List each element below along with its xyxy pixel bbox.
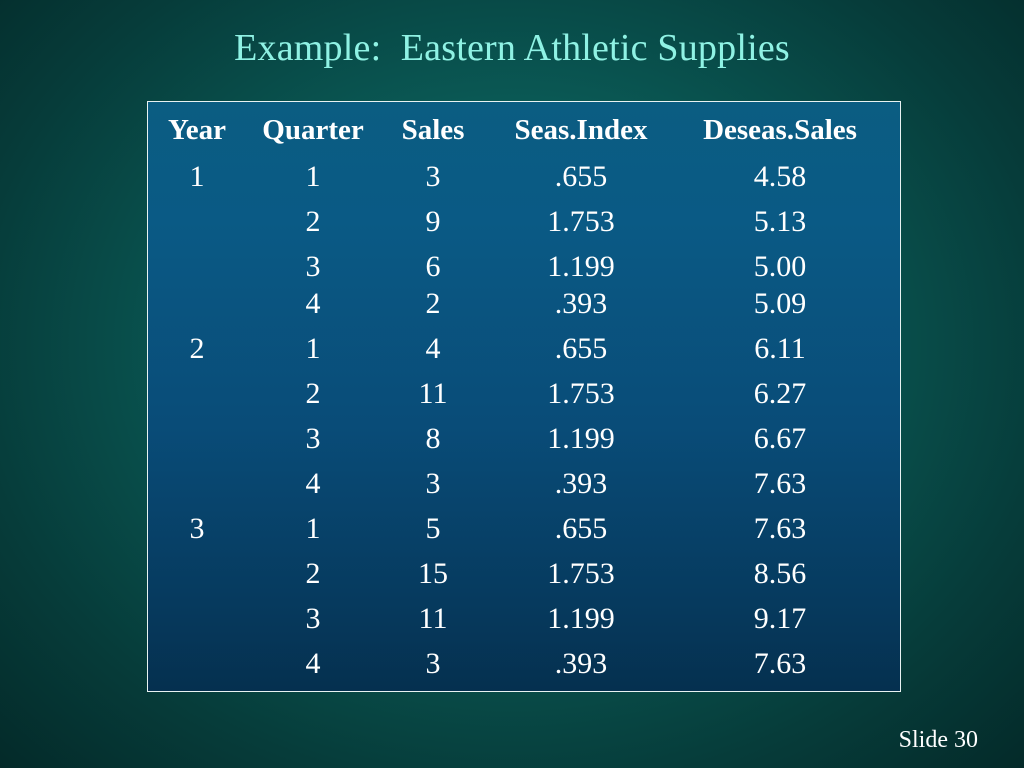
sales-cell: 11	[418, 377, 448, 410]
sales-cell: 3	[425, 467, 441, 500]
header-quarter: Quarter	[262, 114, 364, 146]
deseas-sales-cell: 7.63	[753, 512, 807, 545]
table-row: 4 3 .393 7.63	[148, 646, 900, 682]
header-year: Year	[168, 114, 226, 146]
deseas-sales-cell: 4.58	[753, 160, 807, 193]
slide-number: Slide 30	[898, 727, 978, 753]
seas-index-cell: .655	[554, 160, 608, 193]
table-row: 3 6 1.199 5.00	[148, 249, 900, 285]
seas-index-cell: 1.199	[547, 602, 615, 635]
quarter-cell: 3	[305, 250, 321, 283]
sales-cell: 3	[425, 647, 441, 680]
sales-cell: 15	[418, 557, 448, 590]
seas-index-cell: .655	[554, 332, 608, 365]
deseas-sales-cell: 9.17	[753, 602, 807, 635]
table-row: 2 9 1.753 5.13	[148, 204, 900, 240]
quarter-cell: 1	[305, 512, 321, 545]
deseas-sales-cell: 5.00	[753, 250, 807, 283]
quarter-cell: 4	[305, 647, 321, 680]
deseas-sales-cell: 5.09	[753, 287, 807, 320]
seas-index-cell: 1.199	[547, 422, 615, 455]
seas-index-cell: .393	[554, 287, 608, 320]
deseas-sales-cell: 6.27	[753, 377, 807, 410]
table-row: 2 15 1.753 8.56	[148, 556, 900, 592]
seas-index-cell: .393	[554, 647, 608, 680]
data-table: Year Quarter Sales Seas.Index Deseas.Sal…	[147, 101, 901, 692]
year-cell: 1	[189, 160, 205, 193]
sales-cell: 11	[418, 602, 448, 635]
deseas-sales-cell: 7.63	[753, 467, 807, 500]
quarter-cell: 2	[305, 377, 321, 410]
table-row: 3 8 1.199 6.67	[148, 421, 900, 457]
seas-index-cell: 1.199	[547, 250, 615, 283]
quarter-cell: 3	[305, 602, 321, 635]
deseas-sales-cell: 7.63	[753, 647, 807, 680]
table-row: 3 11 1.199 9.17	[148, 601, 900, 637]
deseas-sales-cell: 5.13	[753, 205, 807, 238]
seas-index-cell: 1.753	[547, 205, 615, 238]
table-row: 4 2 .393 5.09	[148, 286, 900, 322]
sales-cell: 6	[425, 250, 441, 283]
quarter-cell: 4	[305, 287, 321, 320]
header-sales: Sales	[401, 114, 465, 146]
deseas-sales-cell: 8.56	[753, 557, 807, 590]
table-row: 3 1 5 .655 7.63	[148, 511, 900, 547]
sales-cell: 4	[425, 332, 441, 365]
sales-cell: 3	[425, 160, 441, 193]
quarter-cell: 1	[305, 160, 321, 193]
table-row: 2 11 1.753 6.27	[148, 376, 900, 412]
table-row: 1 1 3 .655 4.58	[148, 159, 900, 195]
slide-title: Example: Eastern Athletic Supplies	[234, 27, 790, 69]
table-header-row: Year Quarter Sales Seas.Index Deseas.Sal…	[148, 112, 900, 148]
table-row: 2 1 4 .655 6.11	[148, 331, 900, 367]
seas-index-cell: 1.753	[547, 557, 615, 590]
table-row: 4 3 .393 7.63	[148, 466, 900, 502]
year-cell: 2	[189, 332, 205, 365]
year-cell: 3	[189, 512, 205, 545]
seas-index-cell: .393	[554, 467, 608, 500]
sales-cell: 5	[425, 512, 441, 545]
seas-index-cell: 1.753	[547, 377, 615, 410]
deseas-sales-cell: 6.11	[754, 332, 806, 365]
sales-cell: 9	[425, 205, 441, 238]
deseas-sales-cell: 6.67	[753, 422, 807, 455]
quarter-cell: 2	[305, 205, 321, 238]
quarter-cell: 2	[305, 557, 321, 590]
quarter-cell: 1	[305, 332, 321, 365]
sales-cell: 2	[425, 287, 441, 320]
sales-cell: 8	[425, 422, 441, 455]
quarter-cell: 3	[305, 422, 321, 455]
header-deseas-sales: Deseas.Sales	[703, 114, 857, 146]
quarter-cell: 4	[305, 467, 321, 500]
seas-index-cell: .655	[554, 512, 608, 545]
header-seas-index: Seas.Index	[514, 114, 648, 146]
